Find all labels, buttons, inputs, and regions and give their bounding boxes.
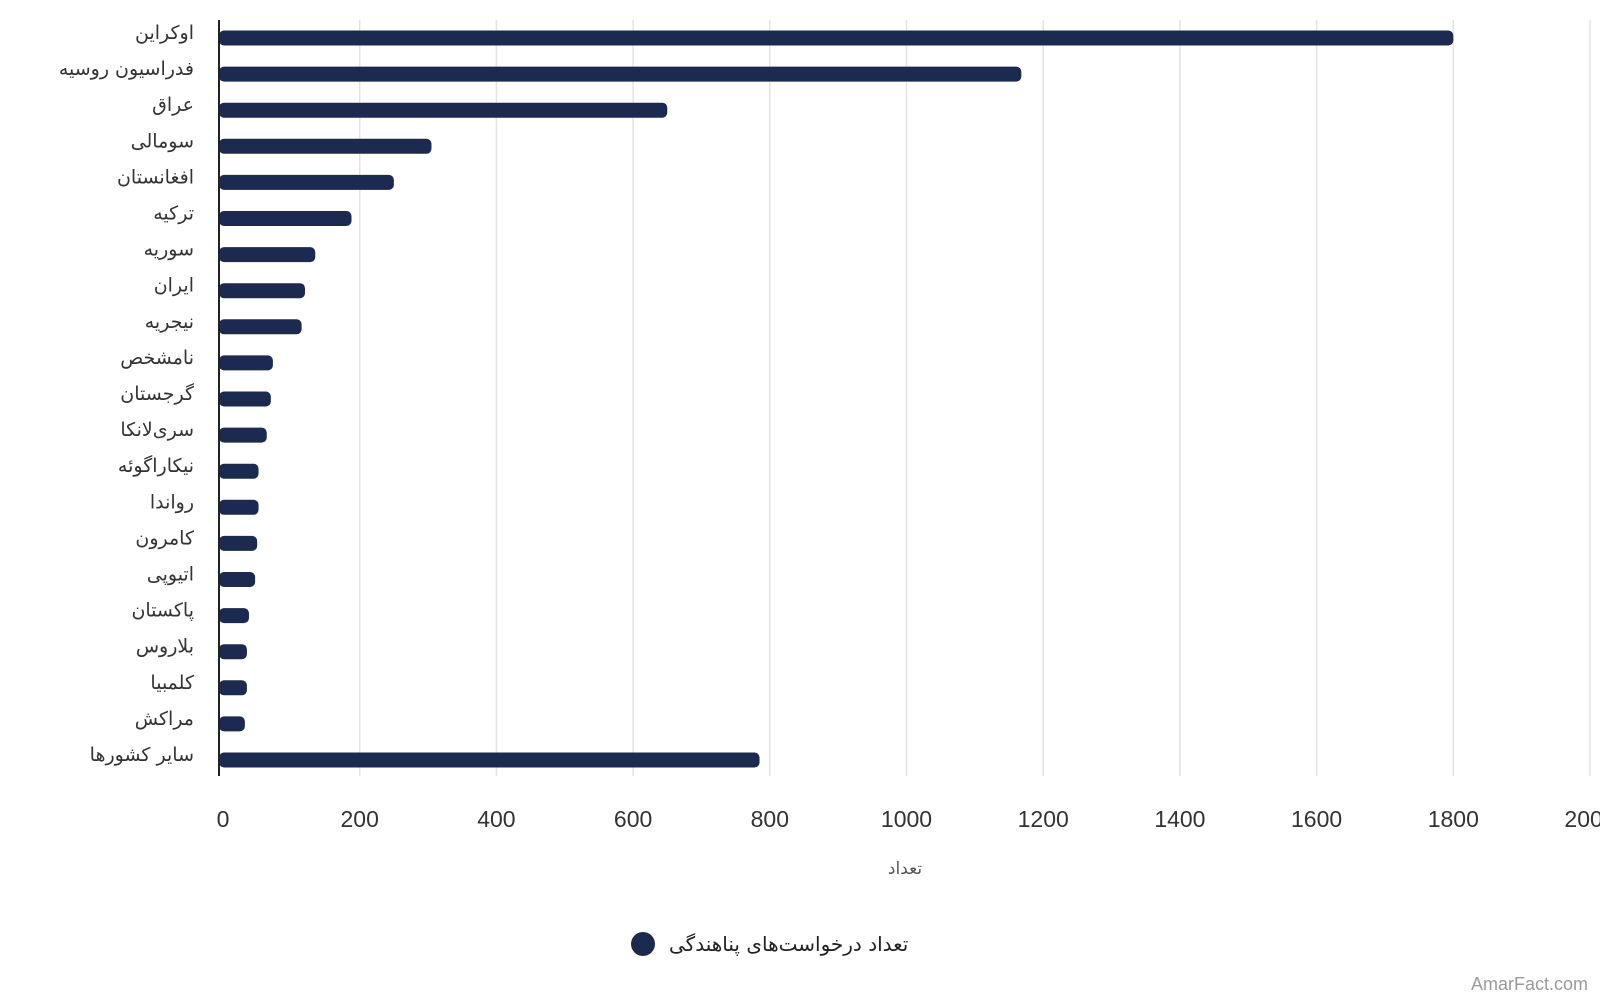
category-label: اتیوپی	[147, 564, 194, 586]
bar	[219, 463, 259, 479]
category-label: ترکیه	[153, 203, 194, 225]
category-label: پاکستان	[131, 600, 194, 622]
bar	[219, 355, 273, 371]
category-labels: اوکراین فدراسیون روسیه عراق سومالی افغانستان…	[59, 22, 195, 766]
x-tick-label: 800	[751, 806, 789, 832]
bar	[219, 499, 259, 515]
category-label: اوکراین	[135, 22, 194, 44]
bars	[219, 30, 1454, 768]
legend: تعداد درخواست‌های پناهندگی	[631, 932, 908, 957]
bar	[219, 752, 760, 768]
category-label: سوریه	[144, 239, 194, 261]
legend-marker	[631, 932, 655, 956]
bar	[219, 174, 394, 190]
x-tick-label: 0	[217, 806, 230, 832]
category-label: گرجستان	[120, 382, 195, 405]
bar	[219, 66, 1022, 82]
x-tick-label: 400	[477, 806, 515, 832]
x-tick-label: 600	[614, 806, 652, 832]
category-label: نیجریه	[145, 311, 194, 333]
category-label: رواندا	[150, 491, 194, 513]
category-label: فدراسیون روسیه	[59, 58, 194, 80]
bar	[219, 283, 306, 299]
bar	[219, 391, 271, 407]
category-label: نیکاراگوئه	[118, 454, 194, 477]
x-tick-label: 2000	[1564, 806, 1600, 832]
category-label: عراق	[152, 94, 194, 116]
category-label: کامرون	[135, 527, 195, 549]
category-label: افغانستان	[117, 166, 194, 188]
bar	[219, 30, 1454, 46]
category-label: سایر کشورها	[90, 744, 194, 766]
bar	[219, 247, 316, 263]
source-credit: AmarFact.com	[1471, 974, 1588, 994]
category-label: ایران	[154, 275, 194, 297]
x-tick-labels: 0 200 400 600 800 1000 1200 1400 1600 1800 2000	[217, 806, 1600, 832]
gridlines	[358, 20, 1591, 776]
category-label: بلاروس	[136, 636, 194, 658]
legend-label: تعداد درخواست‌های پناهندگی	[669, 932, 908, 957]
bar	[219, 644, 247, 660]
category-label: نامشخص	[120, 347, 194, 369]
bar	[219, 535, 258, 551]
bar	[219, 716, 245, 732]
x-axis-title: تعداد	[888, 859, 922, 879]
category-label: مراکش	[135, 708, 194, 730]
bar	[219, 102, 668, 118]
x-tick-label: 1400	[1154, 806, 1205, 832]
bar	[219, 211, 352, 226]
category-label: سومالی	[131, 130, 194, 152]
bar	[219, 138, 432, 154]
x-tick-label: 1200	[1018, 806, 1069, 832]
x-tick-label: 1000	[881, 806, 932, 832]
bar	[219, 572, 256, 587]
bar	[219, 680, 247, 696]
category-label: سری‌لانکا	[120, 419, 194, 441]
bar	[219, 608, 249, 624]
category-label: کلمبیا	[150, 672, 195, 694]
x-tick-label: 200	[341, 806, 379, 832]
x-tick-label: 1800	[1428, 806, 1479, 832]
bar	[219, 427, 267, 443]
bar	[219, 319, 302, 335]
x-tick-label: 1600	[1291, 806, 1342, 832]
